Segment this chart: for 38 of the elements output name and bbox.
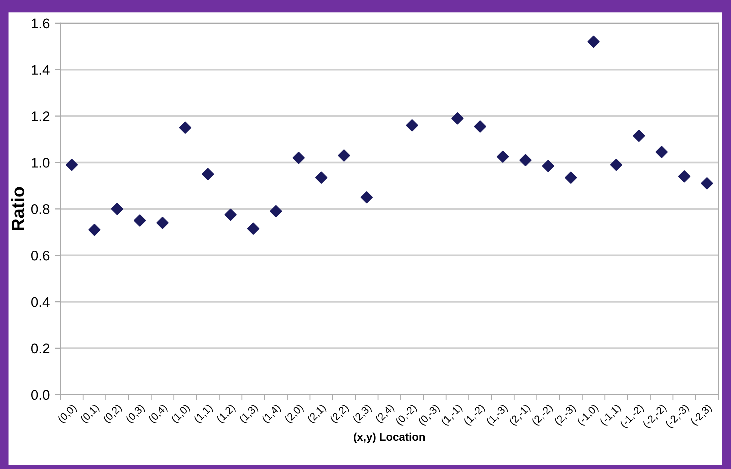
y-tick-label: 0.8: [31, 204, 50, 214]
point: [338, 150, 350, 162]
point: [247, 222, 260, 235]
y-tick-label: 0.0: [31, 390, 50, 400]
y-tick-label: 1.4: [32, 65, 50, 75]
point: [156, 217, 169, 230]
y-tick-label: 1.6: [32, 18, 50, 29]
y-tick-label: 0.6: [31, 250, 50, 261]
point: [610, 158, 623, 172]
point: [134, 214, 146, 227]
point: [202, 168, 214, 180]
y-axis-title: Ratio: [11, 187, 25, 231]
y-tick-label: 0.2: [31, 344, 50, 354]
y-tick-label: 1.2: [32, 112, 50, 122]
point: [406, 120, 418, 132]
point: [88, 224, 101, 236]
point: [292, 152, 305, 164]
y-tick-label: 0.4: [31, 297, 50, 308]
point: [565, 172, 578, 184]
point: [179, 122, 192, 134]
x-axis-title: (x,y) Location: [354, 432, 426, 444]
point: [542, 160, 554, 172]
point: [520, 154, 532, 166]
point: [678, 170, 691, 183]
point: [270, 205, 282, 218]
point: [452, 112, 464, 125]
point: [315, 172, 328, 184]
point: [111, 203, 124, 216]
point: [360, 191, 374, 204]
point: [66, 158, 78, 172]
point: [224, 208, 237, 222]
point: [633, 130, 646, 142]
point: [588, 36, 600, 48]
y-tick-label: 1.0: [32, 158, 50, 168]
point: [656, 146, 668, 158]
point: [496, 150, 510, 164]
point: [701, 178, 714, 190]
point: [474, 120, 486, 133]
